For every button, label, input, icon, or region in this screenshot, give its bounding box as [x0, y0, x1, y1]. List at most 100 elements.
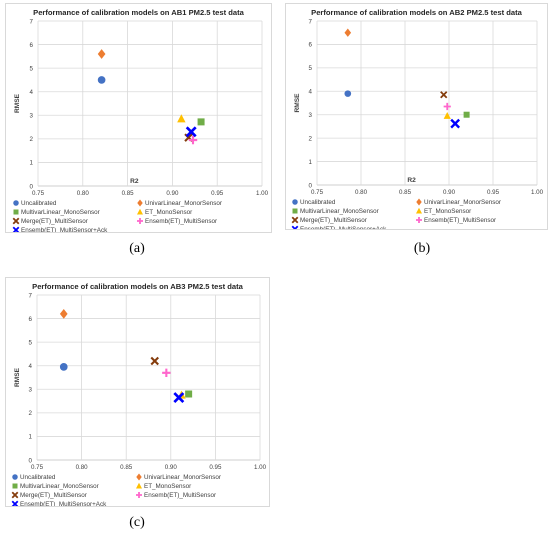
legend-marker	[11, 491, 19, 499]
data-point-x	[150, 356, 159, 366]
legend-marker	[416, 207, 422, 214]
y-tick-label: 6	[309, 42, 313, 49]
data-point-circle	[344, 90, 352, 97]
legend-label: Uncalibrated	[300, 199, 336, 206]
chart-panel-ab3: Performance of calibration models on AB3…	[5, 277, 270, 507]
y-axis-label: RMSE	[14, 93, 21, 113]
legend-label: ET_MonoSensor	[145, 209, 192, 216]
y-tick-label: 7	[309, 18, 313, 25]
data-point-triangle	[443, 111, 451, 119]
x-tick-label: 1.00	[254, 464, 267, 471]
y-tick-label: 0	[309, 182, 313, 189]
y-tick-label: 4	[309, 89, 313, 96]
legend-marker	[12, 474, 18, 480]
x-tick-label: 0.90	[443, 189, 456, 196]
x-axis-label: R2	[407, 177, 416, 184]
x-tick-label: 1.00	[531, 189, 544, 196]
legend-marker	[291, 216, 299, 224]
legend-label: MultivarLinear_MonoSensor	[300, 208, 379, 215]
legend-label: UnivarLinear_MonorSensor	[424, 199, 501, 206]
data-point-circle	[59, 363, 68, 371]
y-tick-label: 2	[309, 135, 313, 142]
legend-marker	[12, 226, 20, 232]
x-tick-label: 0.95	[209, 464, 222, 471]
x-tick-label: 0.85	[120, 464, 133, 471]
y-tick-label: 7	[30, 18, 34, 25]
data-point-diamond	[344, 28, 352, 37]
x-tick-label: 0.80	[76, 464, 89, 471]
panel-label-c: (c)	[129, 515, 145, 530]
legend-marker	[136, 492, 142, 498]
legend-label: MultivarLinear_MonoSensor	[21, 209, 100, 216]
legend-marker	[13, 200, 19, 206]
legend-marker	[136, 482, 142, 489]
legend-label: Ensemb(ET)_MultiSensor	[424, 217, 496, 224]
data-point-triangle	[177, 114, 186, 123]
panel-label-a: (a)	[129, 241, 145, 256]
y-tick-label: 3	[309, 112, 313, 119]
chart-panel-ab1: Performance of calibration models on AB1…	[5, 3, 272, 233]
legend-label: Ensemb(ET)_MultiSensor+Ack	[300, 226, 387, 229]
y-tick-label: 1	[29, 434, 33, 441]
y-tick-label: 0	[30, 183, 34, 190]
legend-label: Ensemb(ET)_MultiSensor+Ack	[20, 501, 107, 506]
chart-title: Performance of calibration models on AB3…	[32, 282, 243, 291]
y-tick-label: 7	[29, 292, 33, 299]
legend-marker	[137, 208, 143, 215]
data-point-plus	[443, 102, 451, 111]
data-point-square	[185, 390, 193, 398]
legend-label: ET_MonoSensor	[144, 483, 191, 490]
legend-marker	[292, 208, 298, 214]
data-point-diamond	[97, 49, 106, 59]
legend-label: Ensemb(ET)_MultiSensor	[144, 492, 216, 499]
legend-marker	[11, 500, 19, 506]
data-point-plus	[162, 368, 171, 377]
y-tick-label: 5	[30, 65, 34, 72]
legend-marker	[137, 218, 143, 224]
data-point-diamond	[59, 308, 68, 319]
x-axis-label: R2	[130, 178, 139, 185]
legend-marker	[136, 473, 142, 481]
legend-label: UnivarLinear_MonorSensor	[144, 474, 221, 481]
x-tick-label: 0.80	[355, 189, 368, 196]
data-point-x	[440, 91, 448, 99]
legend-marker	[13, 209, 19, 215]
data-point-square	[463, 111, 470, 118]
chart-svg: Performance of calibration models on AB2…	[291, 8, 544, 229]
x-tick-label: 0.95	[211, 190, 224, 197]
y-tick-label: 3	[29, 387, 33, 394]
data-point-plus	[188, 135, 198, 145]
x-tick-label: 0.75	[32, 190, 45, 197]
data-point-circle	[97, 76, 106, 84]
y-tick-label: 3	[30, 113, 34, 120]
chart-title: Performance of calibration models on AB2…	[311, 8, 522, 17]
y-tick-label: 5	[309, 65, 313, 72]
y-tick-label: 6	[29, 316, 33, 323]
legend-marker	[416, 198, 422, 206]
x-tick-label: 0.95	[487, 189, 500, 196]
legend-label: Merge(ET)_MultiSensor	[20, 492, 87, 499]
x-tick-label: 0.75	[311, 189, 324, 196]
y-axis-label: RMSE	[294, 93, 301, 113]
x-tick-label: 0.80	[77, 190, 90, 197]
legend-marker	[291, 225, 299, 229]
x-tick-label: 0.90	[166, 190, 179, 197]
legend-label: Merge(ET)_MultiSensor	[300, 217, 367, 224]
data-point-x	[450, 118, 461, 129]
data-point-square	[197, 118, 205, 126]
legend-label: Ensemb(ET)_MultiSensor	[145, 218, 217, 225]
y-tick-label: 4	[30, 89, 34, 96]
data-point-x	[173, 392, 185, 403]
y-tick-label: 1	[309, 159, 313, 166]
legend-label: Uncalibrated	[21, 200, 57, 207]
chart-title: Performance of calibration models on AB1…	[33, 8, 244, 17]
y-tick-label: 2	[29, 410, 33, 417]
x-tick-label: 0.90	[165, 464, 178, 471]
y-tick-label: 1	[30, 160, 34, 167]
x-tick-label: 0.85	[122, 190, 135, 197]
y-tick-label: 6	[30, 42, 34, 49]
y-tick-label: 2	[30, 136, 34, 143]
legend-label: Merge(ET)_MultiSensor	[21, 218, 88, 225]
data-point-x	[185, 126, 197, 138]
y-tick-label: 4	[29, 363, 33, 370]
